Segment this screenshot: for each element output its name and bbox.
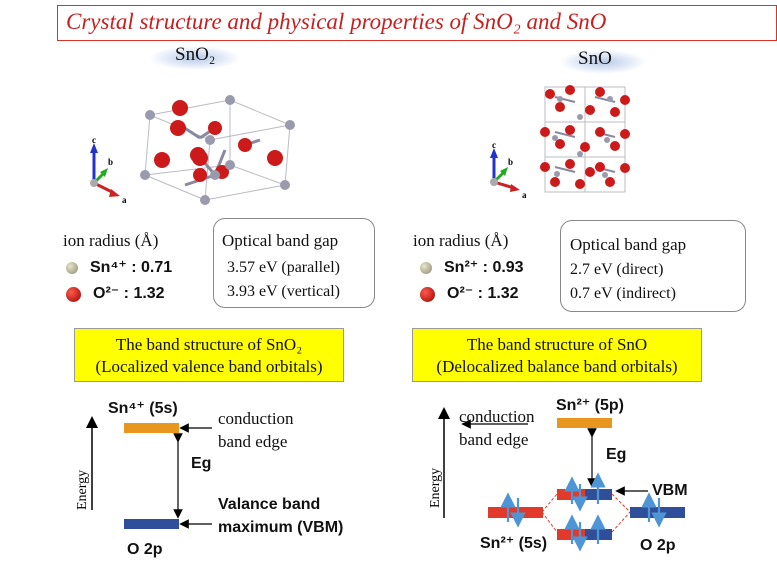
sno-structure-label: SnO xyxy=(578,48,612,69)
oxygen-atom xyxy=(238,138,252,152)
sno2-band-edge-text: band edge xyxy=(218,432,288,451)
sno-o2p-label: O 2p xyxy=(640,537,676,554)
sno2-vbm-line-2: maximum (VBM) xyxy=(218,519,344,536)
sno2-o-ion-radius: O²⁻ : 1.32 xyxy=(93,285,165,302)
sno2-axis-triad: c b a xyxy=(90,135,127,205)
sno-eg-label: Eg xyxy=(606,446,627,463)
sno2-vbm-line-1: Valance band xyxy=(218,496,321,513)
tin-atom-icon xyxy=(66,262,78,275)
oxygen-atom xyxy=(267,150,283,166)
axis-a-label: a xyxy=(122,195,127,205)
sno-band-diagram: Energy xyxy=(428,407,685,552)
svg-text:a: a xyxy=(522,190,527,200)
page-title: Crystal structure and physical propertie… xyxy=(66,9,607,34)
sn-5s-level xyxy=(488,507,543,518)
vbm-level-top xyxy=(557,489,612,500)
sno-crystal-structure xyxy=(540,85,630,193)
sno2-oxygen-atoms xyxy=(154,100,283,182)
oxygen-atom-icon xyxy=(420,286,435,302)
oxygen-atom xyxy=(193,168,207,182)
conduction-band-level xyxy=(124,423,179,433)
sno-oxygen-atoms xyxy=(540,85,630,189)
oxygen-atom xyxy=(170,120,186,136)
svg-text:c: c xyxy=(492,140,496,150)
oxygen-atom xyxy=(172,100,188,116)
electron-spin-arrows xyxy=(500,472,667,552)
energy-axis-label: Energy xyxy=(75,470,90,510)
sno-sn-ion-radius: Sn²⁺ : 0.93 xyxy=(444,259,524,276)
sno2-label-glow xyxy=(150,46,240,70)
axis-b-label: b xyxy=(108,157,113,167)
sno-vbm-label: VBM xyxy=(652,482,688,499)
sno2-band-diagram: Energy xyxy=(75,416,212,529)
sno2-band-caption-line-1: The band structure of SnO₂ xyxy=(115,335,303,354)
sno2-optical-gap-box xyxy=(213,218,375,308)
sno-optical-gap-box xyxy=(560,220,746,312)
sno2-o2p-label: O 2p xyxy=(127,541,163,558)
sno-label-glow xyxy=(560,50,646,74)
conduction-band-level xyxy=(557,418,612,428)
sno-band-caption-line-2: (Delocalized balance band orbitals) xyxy=(436,357,678,376)
sno2-ion-radius-header: ion radius (Å) xyxy=(63,231,159,250)
sno2-crystal-structure xyxy=(140,95,295,205)
oxygen-atom xyxy=(192,150,208,166)
sno-band-edge-text: band edge xyxy=(459,430,529,449)
bonding-level-bottom xyxy=(557,529,612,540)
sno2-gap-value-1: 3.57 eV (parallel) xyxy=(227,259,340,276)
oxygen-atom xyxy=(154,152,170,168)
sno-tin-atoms xyxy=(552,96,613,178)
sno-sn-ion-row: Sn²⁺ : 0.93 xyxy=(420,257,524,277)
axis-c-label: c xyxy=(92,135,96,145)
sno-gap-value-1: 2.7 eV (direct) xyxy=(570,261,664,278)
sno-gap-value-2: 0.7 eV (indirect) xyxy=(570,285,676,302)
sno2-sn-ion-row: Sn⁴⁺ : 0.71 xyxy=(66,257,172,277)
sno-conduction-level-label: Sn²⁺ (5p) xyxy=(556,397,624,414)
sno-o-ion-radius: O²⁻ : 1.32 xyxy=(447,285,519,302)
sno-gap-title: Optical band gap xyxy=(570,235,687,254)
sno2-o-ion-row: O²⁻ : 1.32 xyxy=(66,283,165,303)
sno2-conduction-level-label: Sn⁴⁺ (5s) xyxy=(108,400,178,417)
sno2-unit-cell-frame xyxy=(144,99,291,201)
sno2-band-caption-line-2: (Localized valence band orbitals) xyxy=(95,357,323,376)
sno-ion-radius-header: ion radius (Å) xyxy=(413,231,509,250)
sno2-eg-label: Eg xyxy=(191,455,212,472)
valence-band-level xyxy=(124,519,179,529)
oxygen-atom-icon xyxy=(66,286,81,302)
sno2-gap-title: Optical band gap xyxy=(222,231,339,250)
sno2-conduction-text: conduction xyxy=(218,409,294,428)
sno2-structure-label: SnO₂ xyxy=(175,44,216,65)
sno2-band-structure-caption: The band structure of SnO₂ (Localized va… xyxy=(74,328,344,382)
sno-axis-triad: c b a xyxy=(490,140,527,200)
sno2-gap-value-2: 3.93 eV (vertical) xyxy=(227,283,340,300)
svg-text:b: b xyxy=(508,157,513,167)
energy-axis-label: Energy xyxy=(428,468,443,508)
tin-atom-icon xyxy=(420,262,432,275)
oxygen-atom xyxy=(208,121,222,135)
o-2p-level xyxy=(630,507,685,518)
sno-sn5s-label: Sn²⁺ (5s) xyxy=(480,535,548,552)
sno2-sn-ion-radius: Sn⁴⁺ : 0.71 xyxy=(90,259,173,276)
sno-o-ion-row: O²⁻ : 1.32 xyxy=(420,283,519,303)
sno-conduction-text: conduction xyxy=(459,407,535,426)
sno-band-structure-caption: The band structure of SnO (Delocalized b… xyxy=(412,328,702,382)
sno2-tin-atoms xyxy=(140,95,295,205)
sno-band-caption-line-1: The band structure of SnO xyxy=(466,335,648,354)
orbital-mixing-lines xyxy=(541,493,631,533)
